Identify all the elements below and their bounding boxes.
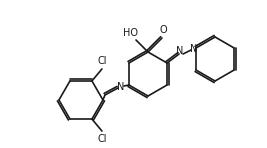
Text: Cl: Cl bbox=[97, 134, 107, 144]
Text: N: N bbox=[117, 82, 125, 92]
Text: HO: HO bbox=[124, 28, 139, 38]
Text: N: N bbox=[190, 44, 198, 54]
Text: O: O bbox=[159, 25, 167, 35]
Text: N: N bbox=[176, 46, 184, 56]
Text: Cl: Cl bbox=[97, 56, 107, 66]
